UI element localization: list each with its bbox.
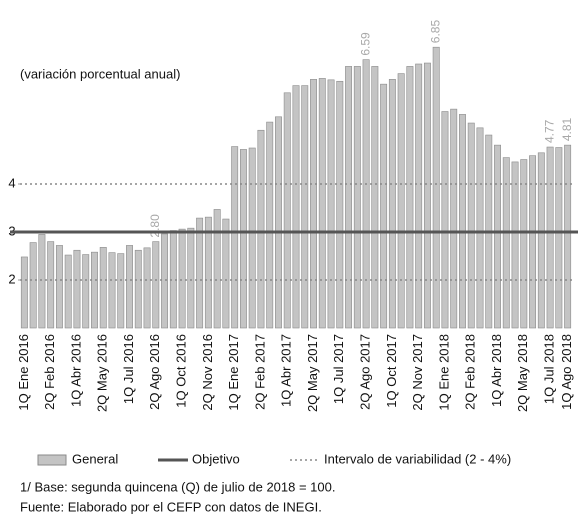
bar bbox=[152, 241, 160, 329]
note: 1/ Base: segunda quincena (Q) de julio d… bbox=[20, 479, 335, 494]
x-tick-label: 1Q Abr 2018 bbox=[489, 334, 504, 407]
x-tick-label: 1Q Oct 2017 bbox=[384, 334, 399, 408]
bar bbox=[345, 66, 353, 329]
bar bbox=[213, 209, 221, 329]
bar bbox=[266, 121, 274, 329]
x-tick-label: 1Q Abr 2016 bbox=[68, 334, 83, 407]
bar bbox=[99, 247, 107, 329]
bar bbox=[441, 111, 449, 329]
x-tick-label: 2Q May 2016 bbox=[95, 334, 110, 412]
bar bbox=[204, 216, 212, 329]
bar bbox=[415, 63, 423, 329]
bar bbox=[362, 59, 370, 329]
bar bbox=[47, 241, 55, 329]
x-tick-label: 2Q Ago 2016 bbox=[147, 334, 162, 410]
bar bbox=[380, 83, 388, 329]
bar bbox=[231, 146, 239, 329]
data-label: 4.81 bbox=[560, 117, 574, 141]
bar bbox=[397, 73, 405, 329]
bar bbox=[73, 249, 81, 329]
x-tick-label: 1Q Jul 2016 bbox=[121, 334, 136, 404]
x-tick-label: 2Q May 2017 bbox=[305, 334, 320, 412]
bar bbox=[222, 218, 230, 329]
bar bbox=[91, 251, 98, 329]
bar bbox=[55, 245, 63, 329]
data-label: 6.59 bbox=[358, 32, 372, 56]
x-tick-label: 1Q Abr 2017 bbox=[279, 334, 294, 407]
x-tick-label: 1Q Jul 2018 bbox=[542, 334, 557, 404]
bar bbox=[29, 242, 37, 329]
legend-label: Objetivo bbox=[192, 451, 240, 466]
x-tick-label: 1Q Ene 2016 bbox=[16, 334, 31, 411]
bar bbox=[257, 129, 265, 329]
bar bbox=[564, 144, 572, 329]
bar bbox=[196, 217, 204, 329]
bar bbox=[108, 252, 116, 329]
bar bbox=[537, 152, 545, 329]
x-tick-label: 1Q Jul 2017 bbox=[331, 334, 346, 404]
bar bbox=[511, 161, 519, 329]
bar bbox=[476, 127, 484, 329]
bar bbox=[64, 254, 72, 329]
x-tick-label: 2Q Feb 2016 bbox=[42, 334, 57, 410]
bar bbox=[502, 157, 510, 329]
data-label: 4.77 bbox=[542, 119, 556, 143]
bar bbox=[248, 147, 256, 329]
bar bbox=[371, 66, 379, 329]
legend-swatch bbox=[37, 454, 67, 466]
x-tick-label: 2Q Feb 2018 bbox=[463, 334, 478, 410]
bar bbox=[467, 122, 475, 329]
bar bbox=[529, 155, 537, 329]
bar bbox=[275, 116, 282, 329]
x-tick-label: 1Q Oct 2016 bbox=[174, 334, 189, 408]
bar bbox=[178, 228, 186, 329]
x-tick-label: 2Q Nov 2017 bbox=[410, 334, 425, 411]
y-tick-label: 4 bbox=[8, 175, 15, 190]
bar bbox=[187, 227, 195, 329]
bar bbox=[126, 245, 133, 329]
bar bbox=[20, 256, 28, 329]
note: Fuente: Elaborado por el CEFP con datos … bbox=[20, 499, 322, 514]
legend-label: Intervalo de variabilidad (2 - 4%) bbox=[324, 451, 511, 466]
bar bbox=[161, 233, 169, 329]
data-label: 2.80 bbox=[148, 214, 162, 238]
bar bbox=[310, 79, 317, 329]
bar bbox=[353, 66, 361, 329]
bar bbox=[406, 66, 414, 329]
bar bbox=[494, 144, 501, 329]
x-tick-label: 2Q Feb 2017 bbox=[252, 334, 267, 410]
bar bbox=[318, 78, 326, 329]
bar bbox=[327, 79, 335, 329]
x-tick-label: 2Q Nov 2016 bbox=[200, 334, 215, 411]
data-label: 6.85 bbox=[428, 20, 442, 44]
bar bbox=[292, 85, 300, 329]
bar bbox=[520, 159, 528, 329]
x-tick-label: 1Q Ene 2017 bbox=[226, 334, 241, 411]
bar bbox=[546, 146, 554, 329]
bar bbox=[555, 147, 563, 329]
bar bbox=[450, 108, 458, 329]
x-tick-label: 2Q Ago 2017 bbox=[358, 334, 373, 410]
bar bbox=[134, 249, 142, 329]
bar bbox=[388, 79, 396, 329]
x-tick-label: 1Q Ago 2018 bbox=[559, 334, 574, 410]
bar bbox=[239, 149, 247, 329]
bar bbox=[82, 254, 90, 329]
bar bbox=[301, 85, 309, 329]
y-tick-label: 2 bbox=[8, 271, 15, 286]
bar bbox=[38, 234, 46, 329]
bar bbox=[459, 114, 466, 329]
legend-label: General bbox=[72, 451, 118, 466]
bar bbox=[432, 46, 440, 329]
bar bbox=[117, 253, 125, 329]
bar bbox=[283, 92, 291, 329]
bar bbox=[336, 80, 344, 329]
bar bbox=[423, 62, 431, 329]
x-tick-label: 2Q May 2018 bbox=[515, 334, 530, 412]
x-tick-label: 1Q Ene 2018 bbox=[436, 334, 451, 411]
chart-subtitle: (variación porcentual anual) bbox=[20, 66, 180, 81]
bar bbox=[143, 247, 151, 329]
